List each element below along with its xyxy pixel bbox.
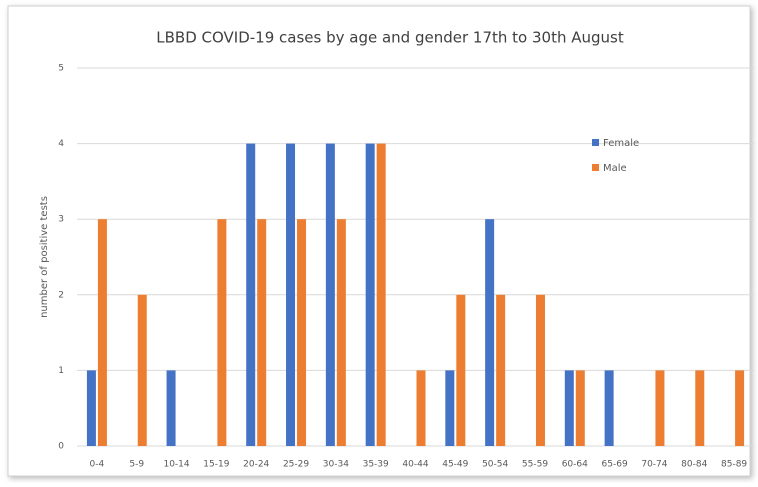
- x-tick-label: 70-74: [641, 460, 667, 470]
- bar: [604, 370, 614, 446]
- bar: [325, 143, 335, 446]
- x-tick-label: 65-69: [602, 460, 628, 470]
- bar: [365, 143, 375, 446]
- bar: [485, 219, 495, 446]
- bar: [297, 219, 307, 446]
- bar: [416, 370, 426, 446]
- bar: [695, 370, 705, 446]
- x-tick-label: 60-64: [562, 460, 588, 470]
- y-tick-label: 1: [58, 366, 64, 376]
- bar: [97, 219, 107, 446]
- bar: [575, 370, 585, 446]
- bar: [655, 370, 665, 446]
- bar: [86, 370, 96, 446]
- x-tick-label: 25-29: [283, 460, 309, 470]
- x-tick-label: 35-39: [363, 460, 389, 470]
- y-tick-label: 2: [58, 290, 64, 300]
- legend-label: Female: [603, 138, 639, 149]
- y-tick-label: 5: [58, 64, 64, 74]
- x-tick-label: 10-14: [163, 460, 189, 470]
- bar: [336, 219, 346, 446]
- bar: [137, 294, 147, 446]
- x-tick-label: 55-59: [522, 460, 548, 470]
- bar: [217, 219, 227, 446]
- y-tick-label: 0: [58, 442, 64, 452]
- legend-label: Male: [603, 163, 627, 174]
- y-tick-label: 4: [58, 139, 64, 149]
- bar: [535, 294, 545, 446]
- y-tick-label: 3: [58, 215, 64, 225]
- bar: [166, 370, 176, 446]
- x-tick-label: 5-9: [129, 460, 144, 470]
- legend-swatch: [592, 139, 599, 146]
- bar: [564, 370, 574, 446]
- chart-title: LBBD COVID-19 cases by age and gender 17…: [156, 29, 624, 47]
- bar: [246, 143, 256, 446]
- x-tick-label: 15-19: [203, 460, 229, 470]
- x-tick-label: 80-84: [681, 460, 707, 470]
- bar: [286, 143, 296, 446]
- bar: [496, 294, 506, 446]
- x-tick-label: 45-49: [442, 460, 468, 470]
- x-tick-label: 50-54: [482, 460, 508, 470]
- bar: [376, 143, 386, 446]
- x-tick-label: 30-34: [323, 460, 349, 470]
- bar: [735, 370, 745, 446]
- legend-swatch: [592, 164, 599, 171]
- x-tick-label: 0-4: [90, 460, 105, 470]
- x-tick-label: 85-89: [721, 460, 747, 470]
- bar: [257, 219, 267, 446]
- y-axis-title: number of positive tests: [39, 196, 50, 318]
- x-tick-label: 20-24: [243, 460, 269, 470]
- bar: [445, 370, 455, 446]
- x-tick-label: 40-44: [402, 460, 428, 470]
- bar: [456, 294, 466, 446]
